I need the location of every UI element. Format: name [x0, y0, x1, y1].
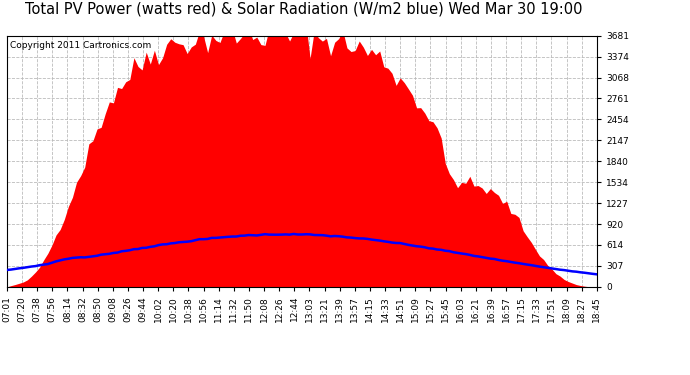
- Text: Total PV Power (watts red) & Solar Radiation (W/m2 blue) Wed Mar 30 19:00: Total PV Power (watts red) & Solar Radia…: [25, 2, 582, 17]
- Text: Copyright 2011 Cartronics.com: Copyright 2011 Cartronics.com: [10, 40, 151, 50]
